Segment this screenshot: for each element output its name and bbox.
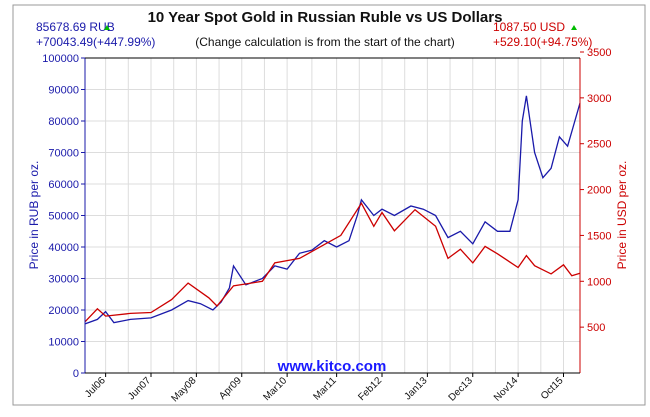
right-tick-label: 1500 — [587, 230, 611, 242]
left-tick-label: 90000 — [48, 85, 79, 97]
right-tick-label: 2000 — [587, 185, 611, 197]
left-tick-label: 30000 — [48, 274, 79, 286]
chart-title: 10 Year Spot Gold in Russian Ruble vs US… — [148, 9, 503, 26]
left-axis-ticks: 0 10000 20000 30000 40000 50000 60000 70000 8000… — [42, 53, 85, 380]
left-tick-label: 0 — [73, 368, 79, 380]
left-tick-label: 20000 — [48, 305, 79, 317]
left-axis-label: Price in RUB per oz. — [27, 161, 41, 270]
series-line-rub — [84, 95, 581, 325]
rub-change: +70043.49(+447.99%) — [36, 35, 155, 49]
rub-up-arrow-icon — [104, 25, 110, 30]
left-tick-label: 70000 — [48, 148, 79, 160]
right-tick-label: 1000 — [587, 276, 611, 288]
left-tick-label: 100000 — [42, 53, 79, 65]
watermark: www.kitco.com — [277, 358, 387, 375]
usd-price: 1087.50 USD — [493, 20, 565, 34]
left-tick-label: 10000 — [48, 337, 79, 349]
right-tick-label: 3500 — [587, 47, 611, 59]
usd-change: +529.10(+94.75%) — [493, 35, 592, 49]
right-axis-label: Price in USD per oz. — [615, 161, 629, 270]
right-tick-label: 3000 — [587, 93, 611, 105]
left-tick-label: 40000 — [48, 242, 79, 254]
subtitle: (Change calculation is from the start of… — [195, 35, 454, 49]
right-tick-label: 2500 — [587, 139, 611, 151]
left-tick-label: 50000 — [48, 211, 79, 223]
usd-up-arrow-icon — [571, 25, 577, 30]
left-tick-label: 80000 — [48, 116, 79, 128]
series-line-usd — [84, 202, 581, 323]
right-tick-label: 500 — [587, 322, 605, 334]
series-lines — [84, 95, 581, 325]
chart-frame — [12, 4, 646, 406]
left-tick-label: 60000 — [48, 179, 79, 191]
rub-price: 85678.69 RUB — [36, 20, 115, 34]
right-axis-ticks: 500 1000 1500 2000 2500 3000 3500 — [580, 47, 611, 334]
